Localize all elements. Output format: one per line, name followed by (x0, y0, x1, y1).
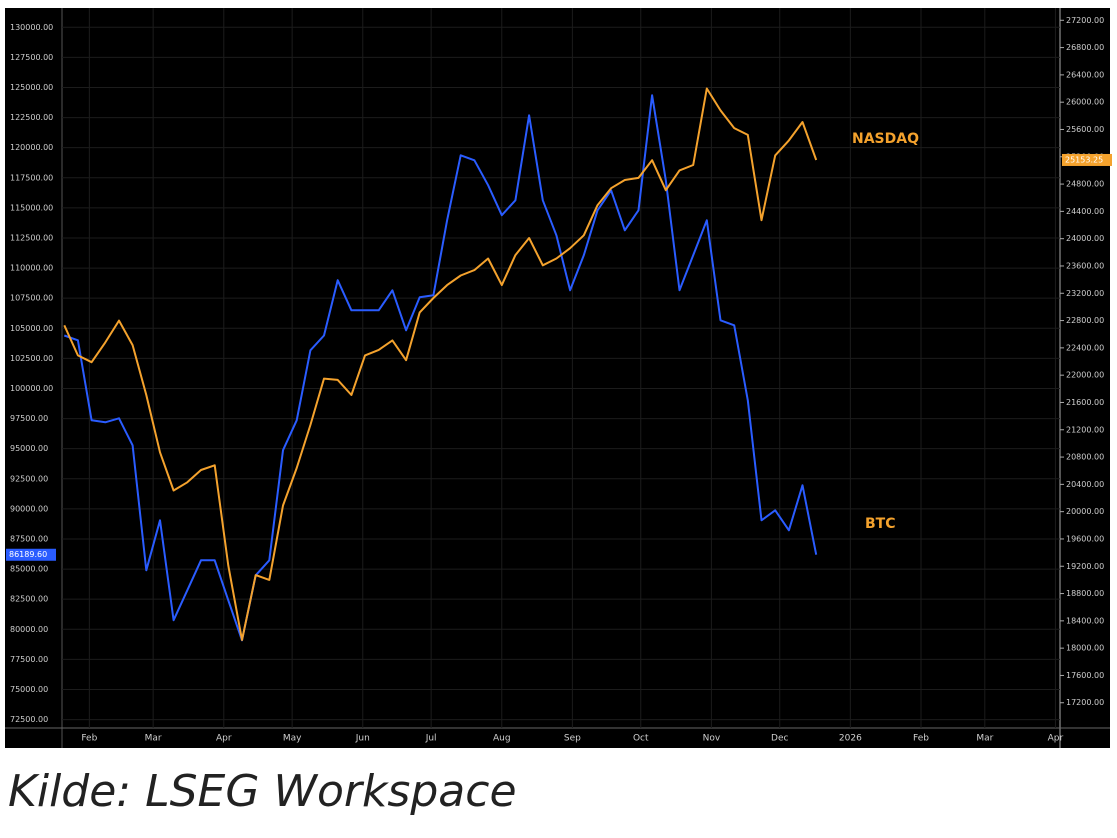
y2-tick-label: 18800.00 (1066, 589, 1104, 598)
x-tick-label: Sep (564, 734, 581, 744)
labels: 72500.00 75000.00 77500.00 80000.00 82500.00… (6, 16, 1112, 744)
y2-tick-label: 20400.00 (1066, 480, 1104, 489)
y-tick-label: 75000.00 (10, 685, 48, 694)
y-tick-label: 117500.00 (10, 173, 53, 182)
y-tick-label: 110000.00 (10, 264, 53, 273)
x-tick-label: Apr (1048, 734, 1064, 744)
y-tick-label: 95000.00 (10, 444, 48, 453)
y2-tick-label: 18400.00 (1066, 616, 1104, 625)
y-tick-label: 125000.00 (10, 83, 53, 92)
series-line (63, 87, 818, 641)
series-line (63, 94, 818, 642)
y-tick-label: 90000.00 (10, 504, 48, 513)
y2-tick-label: 20000.00 (1066, 507, 1104, 516)
y2-tick-label: 25600.00 (1066, 125, 1104, 134)
y2-tick-label: 19200.00 (1066, 562, 1104, 571)
y-tick-label: 77500.00 (10, 655, 48, 664)
y-tick-label: 127500.00 (10, 53, 53, 62)
x-tick-label: 2026 (839, 734, 862, 744)
x-tick-label: Mar (145, 734, 162, 744)
y-tick-label: 100000.00 (10, 384, 53, 393)
series-label: BTC (865, 516, 896, 532)
x-tick-label: Aug (493, 734, 511, 744)
x-tick-label: Oct (633, 734, 649, 744)
y2-tick-label: 22000.00 (1066, 371, 1104, 380)
y2-tick-label: 17600.00 (1066, 671, 1104, 680)
y2-tick-label: 24800.00 (1066, 180, 1104, 189)
x-tick-label: Feb (81, 734, 97, 744)
x-tick-label: Apr (216, 734, 232, 744)
current-value-label: 25153.25 (1065, 155, 1103, 164)
y-tick-label: 102500.00 (10, 354, 53, 363)
y2-tick-label: 23600.00 (1066, 261, 1104, 270)
y-tick-label: 107500.00 (10, 294, 53, 303)
x-tick-label: Mar (976, 734, 993, 744)
y-tick-label: 80000.00 (10, 625, 48, 634)
x-tick-label: Feb (913, 734, 929, 744)
y-tick-label: 85000.00 (10, 565, 48, 574)
y2-tick-label: 24000.00 (1066, 234, 1104, 243)
y-tick-label: 82500.00 (10, 595, 48, 604)
y2-tick-label: 21200.00 (1066, 425, 1104, 434)
y2-tick-label: 23200.00 (1066, 289, 1104, 298)
y2-tick-label: 26800.00 (1066, 43, 1104, 52)
plot (63, 87, 818, 642)
x-tick-label: Nov (703, 734, 721, 744)
current-value-box (1062, 153, 1112, 166)
y-tick-label: 92500.00 (10, 474, 48, 483)
y-tick-label: 105000.00 (10, 324, 53, 333)
x-tick-label: May (283, 734, 302, 744)
y-tick-label: 115000.00 (10, 203, 53, 212)
y2-tick-label: 17200.00 (1066, 698, 1104, 707)
x-tick-label: Jul (425, 734, 437, 744)
current-value-label: 86189.60 (9, 550, 47, 559)
y2-tick-label: 27200.00 (1066, 16, 1104, 25)
y2-tick-label: 22400.00 (1066, 343, 1104, 352)
caption: Kilde: LSEG Workspace (8, 766, 517, 817)
y-tick-label: 112500.00 (10, 233, 53, 242)
y-tick-label: 72500.00 (10, 715, 48, 724)
y2-tick-label: 26000.00 (1066, 98, 1104, 107)
current-value-box (6, 548, 56, 561)
y2-tick-label: 21600.00 (1066, 398, 1104, 407)
x-tick-label: Dec (771, 734, 788, 744)
series-label: NASDAQ (852, 131, 919, 147)
y2-tick-label: 22800.00 (1066, 316, 1104, 325)
y2-tick-label: 24400.00 (1066, 207, 1104, 216)
grid (62, 8, 1060, 728)
y2-tick-label: 19600.00 (1066, 534, 1104, 543)
y-tick-label: 87500.00 (10, 534, 48, 543)
y-tick-label: 120000.00 (10, 143, 53, 152)
y-tick-label: 122500.00 (10, 113, 53, 122)
y2-tick-label: 20800.00 (1066, 453, 1104, 462)
x-tick-label: Jun (355, 734, 370, 744)
y2-tick-label: 18000.00 (1066, 644, 1104, 653)
chart-background (5, 8, 1110, 748)
y-tick-label: 97500.00 (10, 414, 48, 423)
y2-tick-label: 26400.00 (1066, 70, 1104, 79)
y-tick-label: 130000.00 (10, 23, 53, 32)
